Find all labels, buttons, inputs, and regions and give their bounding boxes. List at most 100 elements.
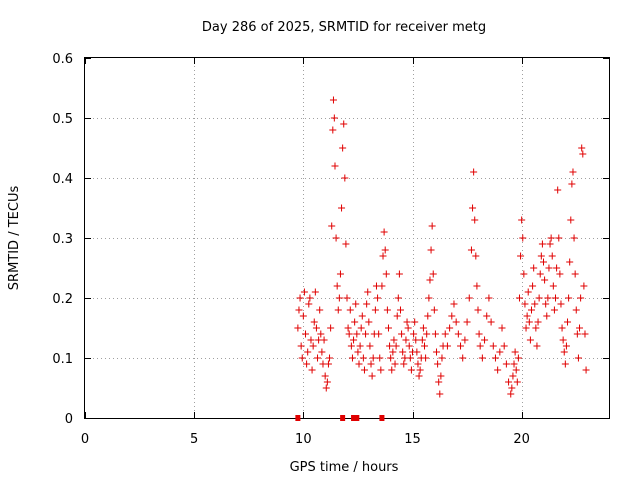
data-point	[294, 324, 302, 332]
data-point	[543, 312, 551, 320]
data-point	[502, 360, 510, 368]
data-point	[520, 270, 528, 278]
data-point	[414, 360, 422, 368]
data-point	[450, 300, 458, 308]
data-point	[326, 354, 334, 362]
x-axis-label: GPS time / hours	[290, 460, 399, 475]
data-point	[352, 300, 360, 308]
data-point	[523, 312, 531, 320]
data-point	[535, 294, 543, 302]
data-point	[380, 228, 388, 236]
data-point	[515, 294, 523, 302]
data-point	[362, 330, 370, 338]
data-point	[305, 300, 313, 308]
data-point	[524, 288, 532, 296]
data-point	[557, 300, 565, 308]
data-point	[389, 348, 397, 356]
data-point	[580, 282, 588, 290]
data-point	[356, 342, 364, 350]
data-point	[366, 342, 374, 350]
data-point	[347, 342, 355, 350]
data-point	[374, 294, 382, 302]
data-point	[475, 330, 483, 338]
data-point	[316, 306, 324, 314]
data-point	[457, 342, 465, 350]
data-point	[577, 294, 585, 302]
data-point	[388, 366, 396, 374]
data-point	[532, 324, 540, 332]
data-point	[339, 144, 347, 152]
data-point	[368, 372, 376, 380]
data-point	[343, 294, 351, 302]
data-point	[487, 318, 495, 326]
y-tick-label: 0.3	[52, 232, 73, 247]
data-point	[561, 360, 569, 368]
y-tick-label: 0.4	[52, 172, 73, 187]
data-point	[410, 330, 418, 338]
data-point	[579, 150, 587, 158]
data-point	[512, 366, 520, 374]
data-point	[518, 216, 526, 224]
data-point	[308, 366, 316, 374]
data-point	[413, 348, 421, 356]
data-point	[509, 372, 517, 380]
data-point	[547, 234, 555, 242]
data-point	[300, 288, 308, 296]
data-point	[296, 294, 304, 302]
baseline-marker	[295, 415, 301, 421]
data-point	[407, 366, 415, 374]
data-point	[306, 294, 314, 302]
data-point	[396, 306, 404, 314]
data-point	[472, 252, 480, 260]
data-point	[517, 252, 525, 260]
data-point	[419, 324, 427, 332]
data-point	[529, 282, 537, 290]
data-point	[329, 126, 337, 134]
data-point	[412, 336, 420, 344]
data-point	[545, 264, 553, 272]
data-point	[298, 354, 306, 362]
data-point	[335, 294, 343, 302]
data-point	[331, 162, 339, 170]
data-point	[297, 342, 305, 350]
data-point	[422, 354, 430, 362]
data-point	[365, 318, 373, 326]
data-point	[465, 294, 473, 302]
data-point	[395, 270, 403, 278]
data-point	[317, 330, 325, 338]
data-point	[379, 252, 387, 260]
data-point	[405, 342, 413, 350]
y-tick-labels: 0 0.1 0.2 0.3 0.4 0.5 0.6	[52, 52, 73, 427]
data-point	[426, 276, 434, 284]
data-point	[522, 324, 530, 332]
data-point	[476, 342, 484, 350]
data-point	[525, 318, 533, 326]
data-point	[416, 366, 424, 374]
data-point	[500, 342, 508, 350]
data-point	[324, 360, 332, 368]
data-point	[550, 306, 558, 314]
data-point	[391, 360, 399, 368]
x-tick-label: 5	[190, 432, 198, 447]
data-point	[505, 378, 513, 386]
data-point	[519, 234, 527, 242]
data-points	[294, 96, 590, 421]
y-axis-label: SRMTID / TECUs	[7, 186, 22, 291]
data-point	[386, 342, 394, 350]
x-tick-label: 15	[404, 432, 421, 447]
data-point	[494, 366, 502, 374]
baseline-marker	[354, 415, 360, 421]
x-tick-label: 0	[81, 432, 89, 447]
data-point	[427, 246, 435, 254]
data-point	[369, 354, 377, 362]
data-point	[562, 342, 570, 350]
data-point	[511, 348, 519, 356]
data-point	[572, 306, 580, 314]
data-point	[578, 144, 586, 152]
data-point	[423, 330, 431, 338]
data-point	[322, 384, 330, 392]
data-point	[424, 312, 432, 320]
data-point	[364, 288, 372, 296]
